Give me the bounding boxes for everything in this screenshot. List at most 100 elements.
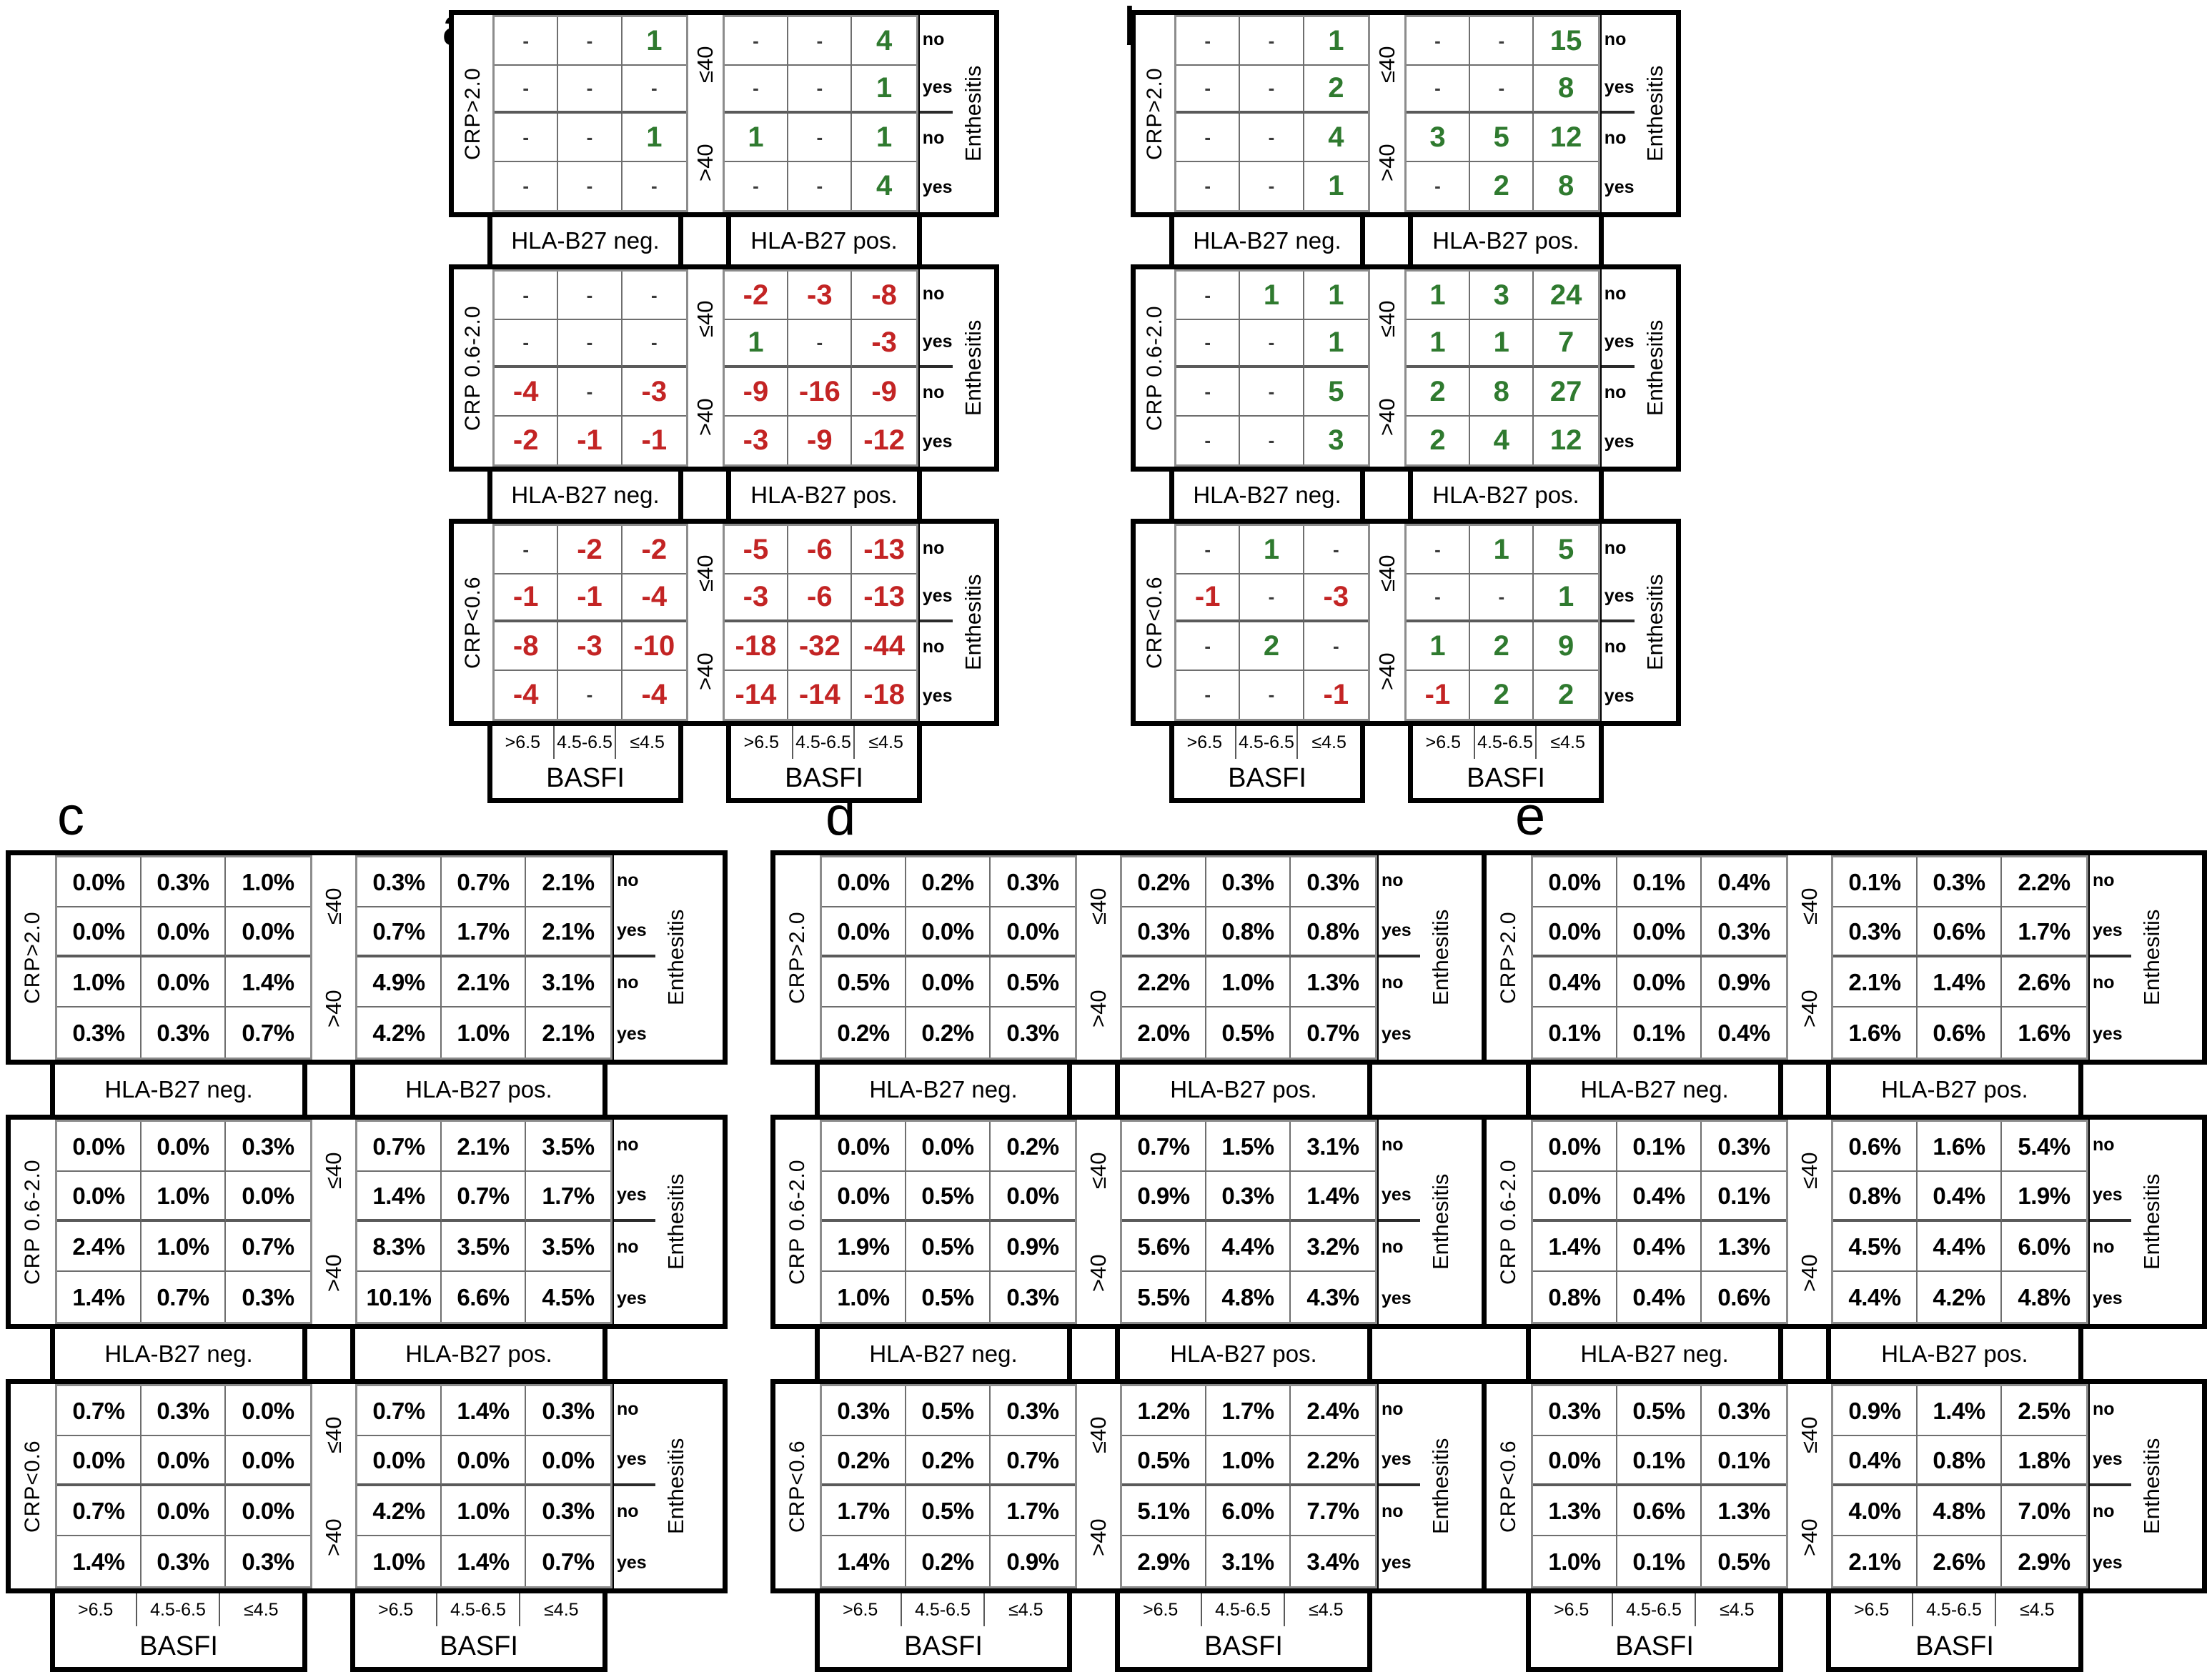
grid-cell: 0.0% xyxy=(57,1122,142,1172)
grid-cell: -1 xyxy=(558,416,623,464)
grid-cell: 0.4% xyxy=(1918,1172,2002,1222)
grid-cell: 0.7% xyxy=(242,1019,294,1046)
age-label-le40: ≤40 xyxy=(1086,1416,1111,1454)
basfi-tick: ≤4.5 xyxy=(1550,732,1585,752)
grid-cell: 4 xyxy=(852,17,916,66)
grid-cell: - xyxy=(1240,114,1304,162)
grid-cell: 4.2% xyxy=(1918,1272,2002,1322)
grid-cell: 0.1% xyxy=(1617,1436,1702,1486)
grid-cell: - xyxy=(1176,622,1241,671)
value-grid-neg: -1- -1- -3-2- - - -1 xyxy=(1174,524,1370,721)
grid-cell: - xyxy=(558,161,623,210)
grid-cell: 0.3% xyxy=(226,1122,310,1172)
grid-cell: -1 xyxy=(641,424,668,457)
grid-cell: 2.2% xyxy=(2002,857,2086,907)
grid-cell: 1 xyxy=(1406,622,1471,671)
grid-cell: -13 xyxy=(852,574,916,622)
grid-cell: 1.4% xyxy=(822,1536,906,1586)
enthesitis-label: no xyxy=(617,1501,639,1522)
hla-strip-pad xyxy=(770,1065,815,1115)
basfi-tick-row: >6.5 4.5-6.5 ≤4.5 xyxy=(1413,726,1599,759)
grid-cell: 0.1% xyxy=(1702,1436,1786,1486)
grid-cell: 2.1% xyxy=(442,957,526,1007)
enthesitis-label: yes xyxy=(617,1552,647,1573)
enthesitis-axis-label: Enthesitis xyxy=(961,574,986,671)
basfi-tick-row: >6.5 4.5-6.5 ≤4.5 xyxy=(1531,1593,1778,1626)
crp-row-label: CRP 0.6-2.0 xyxy=(1497,1159,1520,1285)
basfi-tick: >6.5 xyxy=(1531,1593,1614,1626)
age-label-le40: ≤40 xyxy=(321,887,346,925)
grid-cell: 2.6% xyxy=(1918,1536,2002,1586)
age-label-gt40: >40 xyxy=(1797,1254,1822,1292)
grid-cell: 2.6% xyxy=(2002,957,2086,1007)
grid-cell: 4.2% xyxy=(357,1486,442,1536)
grid-cell: 0.5% xyxy=(991,957,1075,1007)
grid-cell: 2.9% xyxy=(2018,1548,2070,1575)
hla-strip-pad xyxy=(6,1329,50,1379)
age-label-gt40: >40 xyxy=(1374,398,1399,437)
grid-cell: 1.6% xyxy=(2018,1019,2070,1046)
enthesitis-label: yes xyxy=(2090,907,2131,957)
grid-cell: 4.4% xyxy=(1918,1222,2002,1272)
grid-cell: 1.4% xyxy=(226,957,310,1007)
enthesitis-labels: no yes no yes xyxy=(612,1384,655,1588)
mosaic-block-crp06: CRP<0.6 0.7% 0.3% 0.0% 0.0% 0.0% 0.0% 0.7% 0.0% 0… xyxy=(6,1379,728,1593)
grid-cell: 0.7% xyxy=(226,1222,310,1272)
crp-row-label: CRP>2.0 xyxy=(1143,67,1166,160)
grid-cell: - xyxy=(622,66,686,114)
hla-strip-tail xyxy=(1604,217,1681,264)
grid-cell: 3.1% xyxy=(526,957,610,1007)
grid-cell: 0.2% xyxy=(822,1007,906,1058)
grid-cell: 0.0% xyxy=(1533,907,1617,957)
basfi-pad-right xyxy=(1372,1593,1492,1672)
enthesitis-label: yes xyxy=(1379,1435,1420,1486)
enthesitis-axis-label: Enthesitis xyxy=(1642,65,1667,162)
grid-cell: 4.3% xyxy=(1306,1283,1359,1310)
mosaic-block-crp0620: CRP 0.6-2.0-1 1- -1- -5- -3 ≤40 >40 1 3 24 1 1 7 2 8 27… xyxy=(1131,264,1681,472)
grid-cell: 0.0% xyxy=(1617,957,1702,1007)
grid-cell: 0.1% xyxy=(1617,1007,1702,1058)
basfi-axis: >6.5 4.5-6.5 ≤4.5 BASFI xyxy=(350,1593,607,1672)
hla-strip-tail xyxy=(2083,1065,2207,1115)
grid-cell: 0.3% xyxy=(1206,1172,1291,1222)
grid-cell: -1 xyxy=(1176,574,1241,622)
age-label-gt40: >40 xyxy=(1086,1518,1111,1556)
grid-cell: 15 xyxy=(1534,17,1598,66)
basfi-pad-mid xyxy=(307,1593,350,1672)
grid-cell: 2.1% xyxy=(1833,1536,1918,1586)
enthesitis-labels: no yes no yes xyxy=(2088,1384,2131,1588)
age-axis: ≤40 >40 xyxy=(312,855,355,1060)
grid-cell: - xyxy=(724,65,789,114)
grid-cell: 0.2% xyxy=(822,1436,906,1486)
grid-cell: 1.7% xyxy=(822,1486,906,1536)
age-axis: ≤40 >40 xyxy=(688,15,723,212)
enthesitis-label: yes xyxy=(1604,177,1635,197)
basfi-tick: ≤4.5 xyxy=(244,1599,279,1620)
grid-cell: 0.3% xyxy=(1006,1283,1059,1310)
basfi-tick-row: >6.5 4.5-6.5 ≤4.5 xyxy=(492,726,678,759)
crp-row-label: CRP>2.0 xyxy=(1497,911,1520,1004)
grid-cell: -8 xyxy=(495,622,559,671)
basfi-title: BASFI xyxy=(904,1631,983,1661)
grid-cell: 4.8% xyxy=(1918,1486,2002,1536)
grid-cell: 1.9% xyxy=(822,1222,906,1272)
hla-strip-mid-gap xyxy=(1783,1065,1826,1115)
grid-cell: 1.4% xyxy=(442,1386,526,1436)
grid-cell: -9 xyxy=(724,368,789,417)
grid-cell: 1 xyxy=(724,319,789,368)
basfi-footer: >6.5 4.5-6.5 ≤4.5 BASFI >6.5 4.5-6.5 ≤4.5 BASFI xyxy=(449,726,999,803)
basfi-footer: >6.5 4.5-6.5 ≤4.5 BASFI >6.5 4.5-6.5 ≤4.5 BASFI xyxy=(770,1593,1492,1672)
grid-cell: - xyxy=(788,65,853,114)
basfi-tick: 4.5-6.5 xyxy=(137,1593,220,1626)
enthesitis-label: yes xyxy=(614,907,655,957)
hla-strip-mid-gap xyxy=(683,472,726,519)
value-grid-neg: 0.3% 0.5% 0.3% 0.0% 0.1% 0.1% 1.3% 0.6% 1.3% 1.0%… xyxy=(1531,1384,1788,1588)
enthesitis-labels: no yes no yes xyxy=(1600,15,1635,212)
grid-cell: 0.0% xyxy=(906,1122,991,1172)
grid-cell: 4.4% xyxy=(1833,1272,1918,1322)
value-grid-pos: 0.7% 1.4% 0.3% 0.0% 0.0% 0.0% 4.2% 1.0% 0.3% 1.0%… xyxy=(355,1384,612,1588)
grid-cell: 2.5% xyxy=(2002,1386,2086,1436)
grid-cell: 0.0% xyxy=(226,907,310,957)
enthesitis-axis-label: Enthesitis xyxy=(663,909,688,1006)
grid-cell: 2.0% xyxy=(1122,1007,1206,1058)
